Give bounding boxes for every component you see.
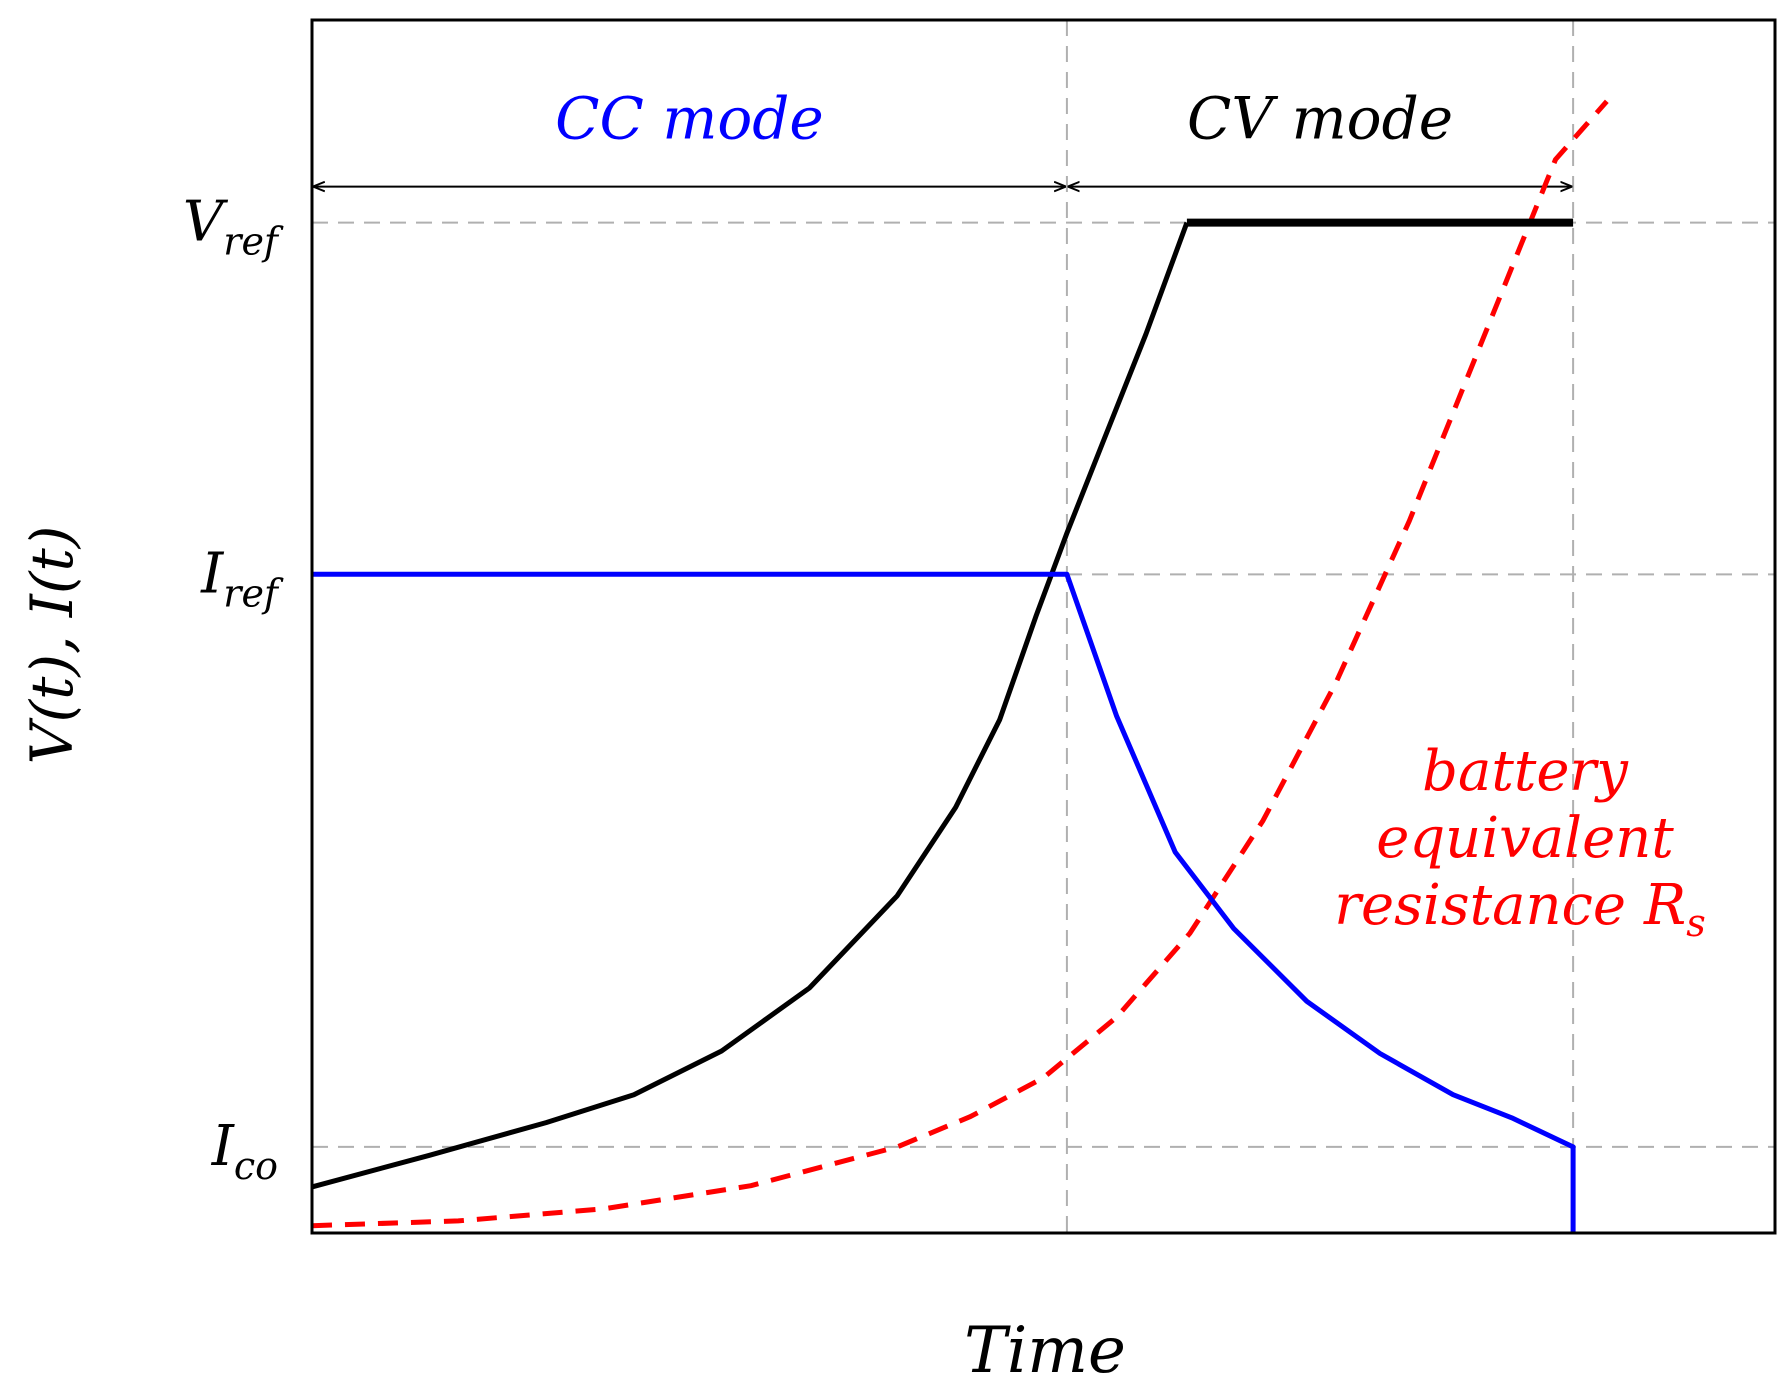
resistance-symbol-sub: s <box>1686 901 1706 945</box>
resistance-annotation-line-2: equivalent <box>1376 806 1674 871</box>
resistance-annotation-line-1: battery <box>1422 739 1629 804</box>
reference-lines <box>312 20 1775 1233</box>
y-axis-label: V(t), I(t) <box>18 526 86 765</box>
y-tick-label-main: I <box>200 541 225 606</box>
plot-frame <box>310 18 1777 1235</box>
y-tick-label-main: V <box>183 190 229 255</box>
y-tick-label-sub: ref <box>223 220 284 264</box>
y-tick-label-vref: Vref <box>183 190 284 264</box>
y-tick-label-sub: co <box>234 1144 278 1188</box>
y-tick-label-iref: Iref <box>200 541 284 615</box>
resistance-series-line <box>311 99 1609 1229</box>
cc-mode-label: CC mode <box>555 85 824 153</box>
resistance-annotation: battery equivalent resistance Rs <box>1334 739 1705 945</box>
resistance-annotation-line-3: resistance Rs <box>1334 873 1705 945</box>
resistance-annotation-word: resistance <box>1334 873 1626 938</box>
y-tick-label-ico: Ico <box>211 1114 278 1188</box>
resistance-symbol-main: R <box>1643 873 1686 938</box>
current-series-line <box>312 571 1576 1233</box>
x-axis-label: Time <box>964 1314 1126 1388</box>
y-tick-label-sub: ref <box>223 571 284 615</box>
voltage-series-line <box>311 221 1190 1190</box>
y-tick-label-main: I <box>211 1114 236 1179</box>
cv-mode-label: CV mode <box>1187 85 1453 153</box>
